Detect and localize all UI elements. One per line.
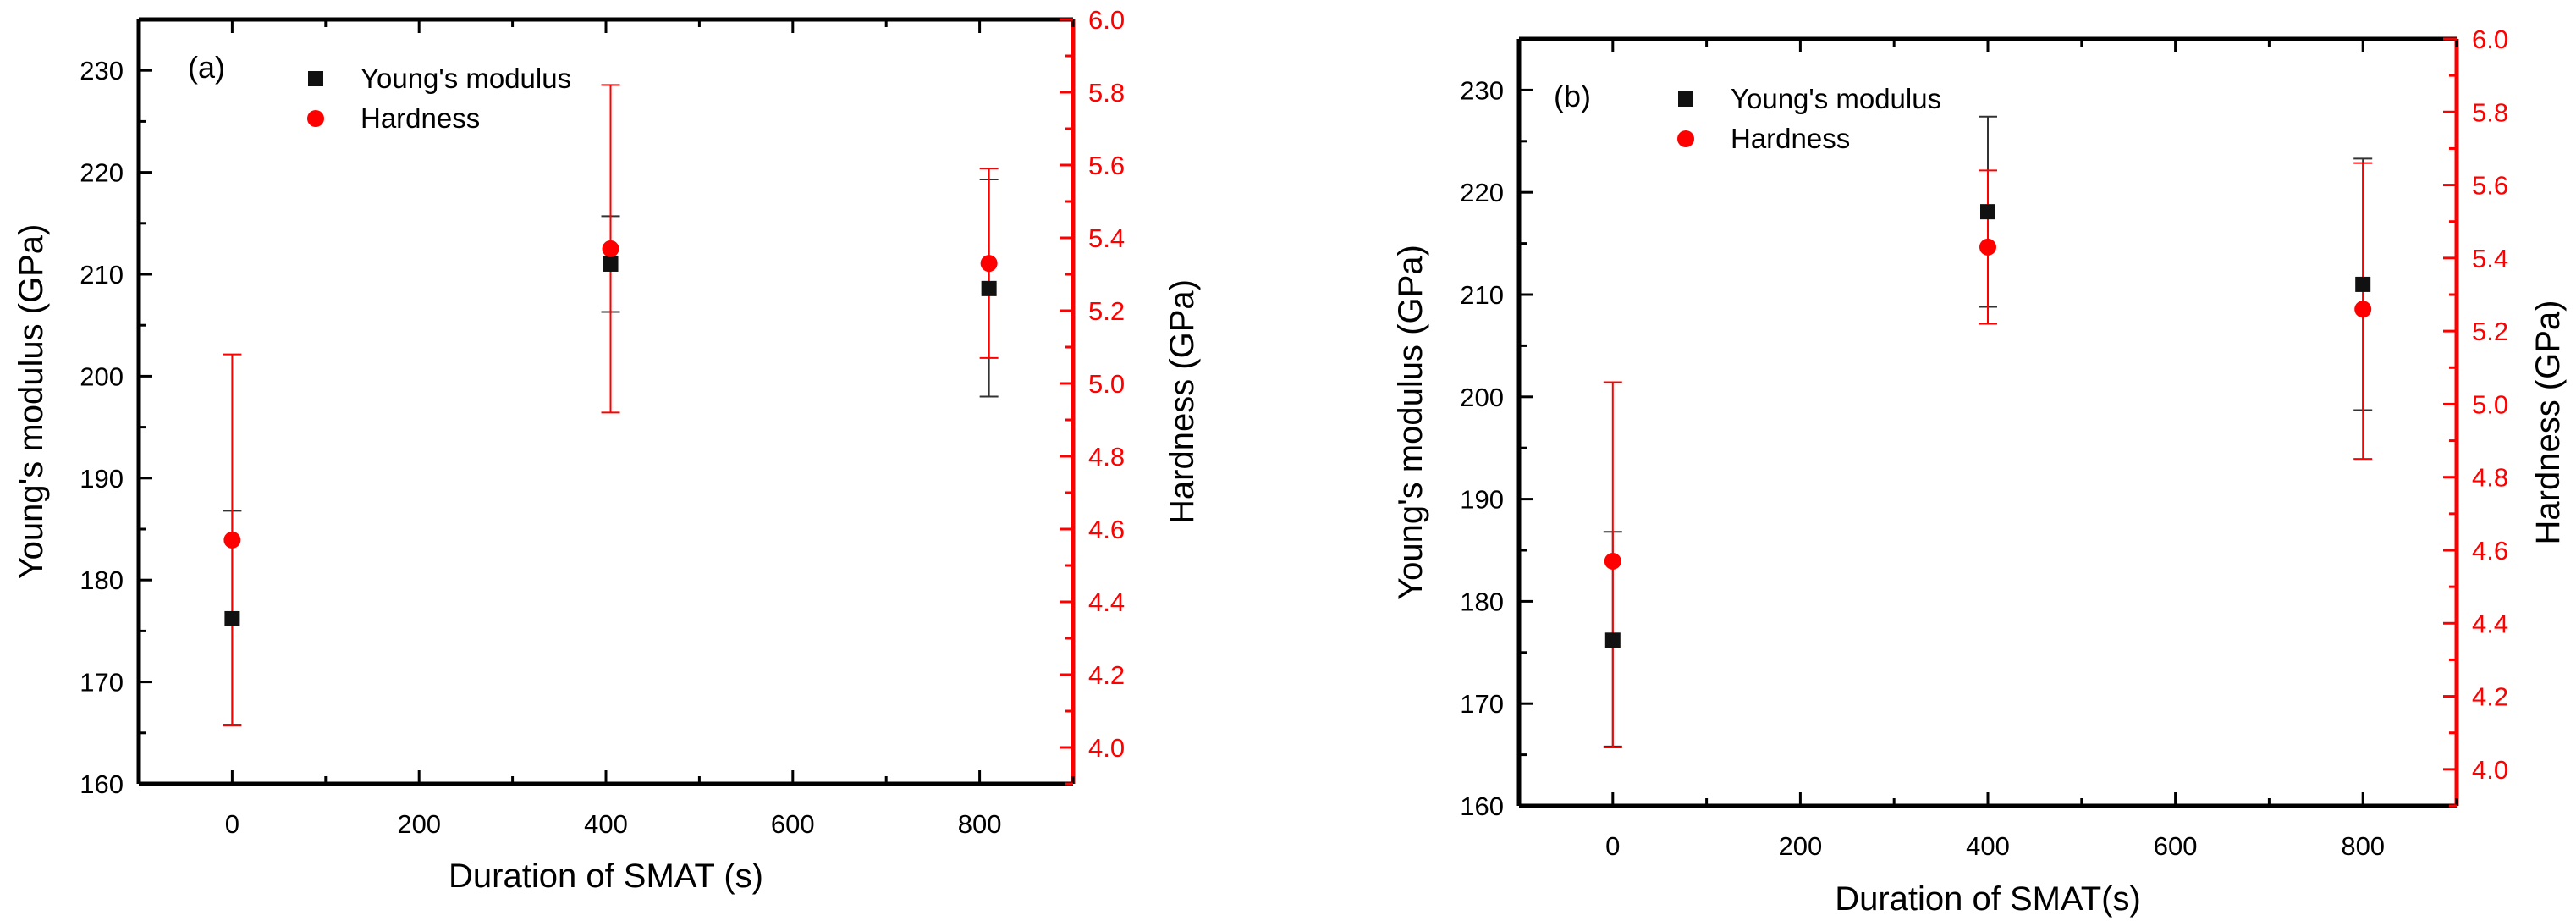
y-right-tick-label: 5.4 xyxy=(2472,244,2508,273)
y-left-tick-label: 160 xyxy=(1460,791,1504,821)
y-right-tick-label: 6.0 xyxy=(1088,5,1125,35)
x-axis-label: Duration of SMAT(s) xyxy=(1835,880,2141,918)
y-right-tick-label: 5.6 xyxy=(2472,171,2508,201)
data-point-hardness xyxy=(602,240,619,257)
y-right-tick-label: 4.0 xyxy=(2472,755,2508,785)
y-right-tick-label: 5.2 xyxy=(2472,317,2508,346)
legend-label: Young's modulus xyxy=(361,63,571,94)
data-point-modulus xyxy=(2355,276,2371,292)
x-tick-label: 0 xyxy=(1605,831,1620,861)
y-right-tick-label: 4.2 xyxy=(2472,682,2508,712)
x-tick-label: 800 xyxy=(958,809,1002,839)
y-right-tick-label: 4.4 xyxy=(1088,587,1125,617)
x-axis-label: Duration of SMAT (s) xyxy=(449,858,763,895)
y-left-tick-label: 210 xyxy=(80,260,124,290)
y-left-tick-label: 160 xyxy=(80,769,124,799)
y-right-tick-label: 4.0 xyxy=(1088,733,1125,763)
y-right-tick-label: 4.4 xyxy=(2472,609,2508,638)
legend-label: Hardness xyxy=(1731,123,1850,154)
y-right-tick-label: 4.2 xyxy=(1088,660,1125,690)
legend-label: Hardness xyxy=(361,102,480,134)
chart-panel-a: 0 200 400 600 800 160 170 180 190 200 210 220 230 4.0… xyxy=(13,5,1201,895)
y-left-tick-label: 170 xyxy=(1460,689,1504,719)
y-left-axis-label: Young's modulus (GPa) xyxy=(1392,245,1429,600)
chart-panel-b: 0 200 400 600 800 160 170 180 190 200 210 220 230 4.0… xyxy=(1392,25,2567,918)
data-point-hardness xyxy=(223,531,241,549)
y-left-tick-label: 230 xyxy=(1460,75,1504,105)
y-left-tick-label: 200 xyxy=(1460,383,1504,412)
x-tick-label: 600 xyxy=(2154,831,2198,861)
data-point-hardness xyxy=(1979,238,1996,256)
y-right-tick-label: 5.8 xyxy=(2472,97,2508,127)
data-point-hardness xyxy=(2354,301,2372,318)
y-left-tick-label: 230 xyxy=(80,56,124,85)
y-right-tick-label: 5.0 xyxy=(2472,389,2508,419)
y-left-tick-label: 190 xyxy=(1460,485,1504,515)
y-right-tick-label: 4.6 xyxy=(1088,515,1125,544)
panel-label: (a) xyxy=(188,50,225,85)
legend: Young's modulus Hardness xyxy=(1677,83,1941,154)
y-right-tick-label: 5.2 xyxy=(1088,296,1125,326)
y-right-tick-label: 4.8 xyxy=(1088,442,1125,472)
x-tick-label: 0 xyxy=(225,809,239,839)
legend-marker-square xyxy=(308,71,323,86)
x-tick-label: 800 xyxy=(2341,831,2385,861)
x-tick-label: 200 xyxy=(1779,831,1823,861)
y-left-tick-label: 210 xyxy=(1460,280,1504,310)
legend-marker-circle xyxy=(1677,130,1694,147)
y-right-tick-label: 5.0 xyxy=(1088,369,1125,399)
y-left-tick-label: 220 xyxy=(80,158,124,188)
legend-marker-circle xyxy=(307,110,324,127)
legend: Young's modulus Hardness xyxy=(307,63,571,134)
data-point-hardness xyxy=(980,255,998,273)
y-right-axis-label: Hardness (GPa) xyxy=(1164,279,1201,524)
y-left-tick-label: 200 xyxy=(80,361,124,391)
x-tick-label: 400 xyxy=(1966,831,2010,861)
data-point-modulus xyxy=(224,610,240,626)
y-right-tick-label: 6.0 xyxy=(2472,25,2508,54)
y-right-tick-label: 5.4 xyxy=(1088,223,1125,253)
y-left-tick-label: 170 xyxy=(80,668,124,698)
y-left-tick-label: 220 xyxy=(1460,178,1504,207)
x-tick-label: 600 xyxy=(771,809,815,839)
y-right-tick-label: 5.8 xyxy=(1088,78,1125,108)
y-left-tick-label: 180 xyxy=(1460,587,1504,616)
y-right-axis-label: Hardness (GPa) xyxy=(2529,301,2567,545)
legend-label: Young's modulus xyxy=(1731,83,1941,114)
y-right-tick-label: 4.8 xyxy=(2472,463,2508,493)
data-point-hardness xyxy=(1604,552,1621,570)
y-right-tick-label: 4.6 xyxy=(2472,536,2508,565)
data-point-modulus xyxy=(603,256,619,272)
y-right-tick-label: 5.6 xyxy=(1088,151,1125,180)
y-left-axis-label: Young's modulus (GPa) xyxy=(13,224,50,580)
legend-marker-square xyxy=(1678,91,1693,107)
data-point-modulus xyxy=(1604,632,1621,648)
x-tick-label: 400 xyxy=(584,809,628,839)
panel-label: (b) xyxy=(1554,79,1591,113)
x-tick-label: 200 xyxy=(397,809,441,839)
data-point-modulus xyxy=(981,280,997,296)
y-left-tick-label: 180 xyxy=(80,565,124,595)
y-left-tick-label: 190 xyxy=(80,464,124,494)
data-point-modulus xyxy=(1980,204,1995,220)
